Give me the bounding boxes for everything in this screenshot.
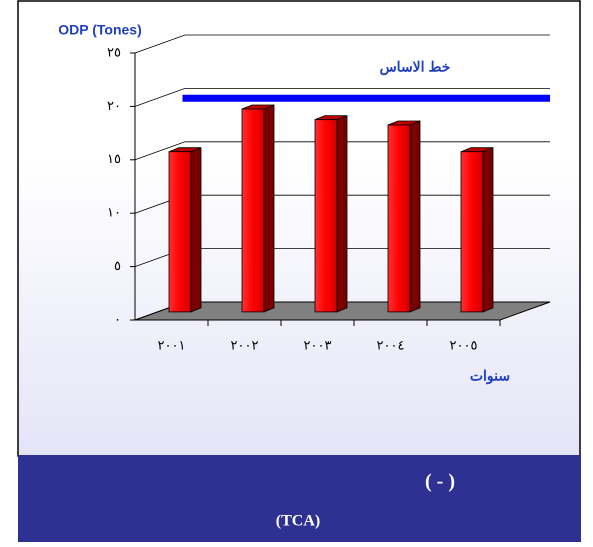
x-tick-label: ٢٠٠٥ xyxy=(450,337,478,352)
footer-line1: ( - ) xyxy=(425,471,455,493)
chart-frame xyxy=(17,0,581,457)
x-tick-label: ٢٠٠٤ xyxy=(377,337,405,352)
y-tick-label: ١٠ xyxy=(107,205,121,220)
x-tick-label: ٢٠٠٢ xyxy=(231,337,259,352)
bar-side xyxy=(190,147,202,313)
y-tick-label: ٠ xyxy=(114,311,121,326)
grid-line xyxy=(134,141,550,161)
y-axis-label: ODP (Tones) xyxy=(58,22,142,38)
bar-side xyxy=(336,115,348,313)
y-tick-label: ٥ xyxy=(114,258,121,273)
y-tick-label: ١٥ xyxy=(107,151,121,166)
bar-side xyxy=(409,120,421,313)
baseline-label: خط الاساس xyxy=(380,59,451,76)
bar xyxy=(314,119,338,313)
bar xyxy=(168,151,192,313)
bar xyxy=(387,124,411,313)
y-tick-label: ٢٥ xyxy=(107,44,121,59)
bar xyxy=(460,151,484,313)
y-tick-label: ٢٠ xyxy=(107,98,121,113)
bar-side xyxy=(263,104,275,313)
bar-side xyxy=(482,147,494,313)
grid-line xyxy=(134,88,550,107)
grid-line xyxy=(134,34,550,54)
bar xyxy=(241,108,265,313)
footer-banner xyxy=(18,455,581,542)
x-tick-label: ٢٠٠٣ xyxy=(304,337,332,352)
footer-line2: (TCA) xyxy=(276,513,320,530)
x-tick-label: ٢٠٠١ xyxy=(158,337,186,352)
x-axis-label: سنوات xyxy=(470,368,510,385)
